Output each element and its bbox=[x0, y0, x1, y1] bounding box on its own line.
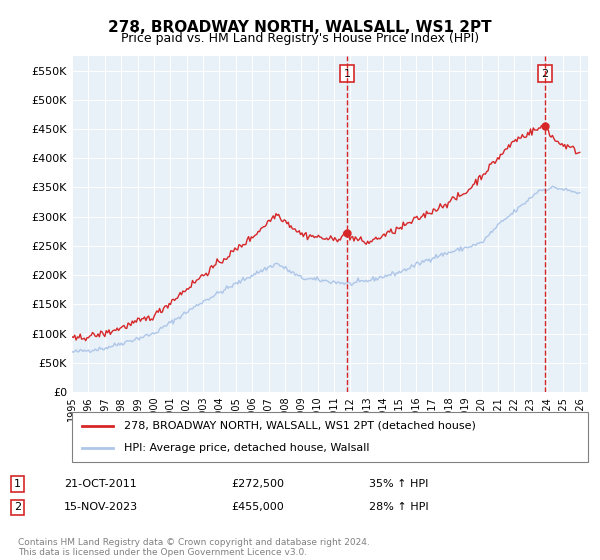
Text: 2: 2 bbox=[14, 502, 22, 512]
Text: Contains HM Land Registry data © Crown copyright and database right 2024.
This d: Contains HM Land Registry data © Crown c… bbox=[18, 538, 370, 557]
Text: £272,500: £272,500 bbox=[231, 479, 284, 489]
Text: 1: 1 bbox=[14, 479, 21, 489]
FancyBboxPatch shape bbox=[72, 412, 588, 462]
Text: 2: 2 bbox=[541, 68, 548, 78]
Text: Price paid vs. HM Land Registry's House Price Index (HPI): Price paid vs. HM Land Registry's House … bbox=[121, 32, 479, 45]
Text: 15-NOV-2023: 15-NOV-2023 bbox=[64, 502, 138, 512]
Text: 278, BROADWAY NORTH, WALSALL, WS1 2PT: 278, BROADWAY NORTH, WALSALL, WS1 2PT bbox=[108, 20, 492, 35]
Text: HPI: Average price, detached house, Walsall: HPI: Average price, detached house, Wals… bbox=[124, 443, 369, 453]
Text: 35% ↑ HPI: 35% ↑ HPI bbox=[369, 479, 428, 489]
Text: £455,000: £455,000 bbox=[231, 502, 284, 512]
Text: 278, BROADWAY NORTH, WALSALL, WS1 2PT (detached house): 278, BROADWAY NORTH, WALSALL, WS1 2PT (d… bbox=[124, 421, 475, 431]
Text: 1: 1 bbox=[344, 68, 350, 78]
Text: 21-OCT-2011: 21-OCT-2011 bbox=[64, 479, 137, 489]
Text: 28% ↑ HPI: 28% ↑ HPI bbox=[369, 502, 429, 512]
